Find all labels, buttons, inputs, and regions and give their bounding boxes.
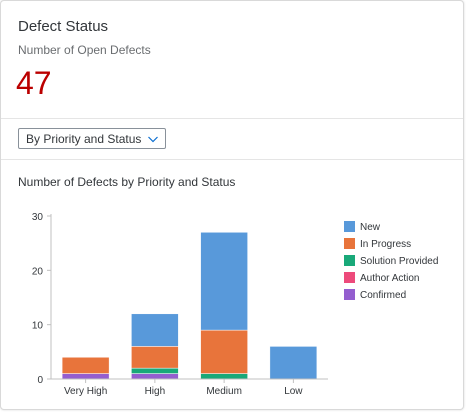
stacked-bar-chart: 0 10 20 30 Very High High Medium Low New In Pro…: [32, 212, 439, 397]
kpi-value: 47: [16, 65, 52, 101]
legend-swatch: [344, 255, 355, 266]
legend-label: Author Action: [360, 273, 419, 284]
y-tick-label: 20: [32, 266, 44, 277]
y-axis: 0 10 20 30: [32, 212, 52, 386]
y-tick-label: 10: [32, 321, 44, 332]
bar-segment[interactable]: [131, 346, 179, 369]
legend-label: Confirmed: [360, 290, 406, 301]
legend-swatch: [344, 238, 355, 249]
legend-label: New: [360, 222, 381, 233]
bars: [61, 232, 318, 380]
legend-item[interactable]: Author Action: [344, 272, 419, 284]
x-tick-label: Low: [284, 386, 303, 397]
card-title: Defect Status: [18, 18, 109, 35]
chevron-down-icon[interactable]: [147, 133, 159, 145]
legend-label: Solution Provided: [360, 256, 438, 267]
select-value: By Priority and Status: [26, 132, 142, 146]
legend-swatch: [344, 221, 355, 232]
defect-status-card[interactable]: Defect Status Number of Open Defects 47 …: [0, 0, 464, 410]
legend-item[interactable]: Solution Provided: [344, 255, 438, 267]
legend-item[interactable]: In Progress: [344, 238, 411, 250]
legend-item[interactable]: Confirmed: [344, 289, 406, 301]
legend: New In Progress Solution Provided Author Ac…: [344, 221, 438, 301]
filter-toolbar: By Priority and Status: [1, 119, 463, 160]
x-tick-label: High: [145, 386, 166, 397]
y-tick-label: 30: [32, 212, 44, 223]
legend-label: In Progress: [360, 239, 411, 250]
bar-segment[interactable]: [61, 357, 110, 374]
legend-item[interactable]: New: [344, 221, 381, 233]
bar-segment[interactable]: [200, 329, 248, 374]
bar-segment[interactable]: [200, 373, 248, 380]
bar-segment[interactable]: [269, 346, 318, 380]
legend-swatch: [344, 289, 355, 300]
chart-title: Number of Defects by Priority and Status: [18, 175, 236, 189]
bar-segment[interactable]: [200, 232, 248, 331]
y-tick-label: 0: [37, 375, 43, 386]
card-subtitle: Number of Open Defects: [18, 43, 151, 57]
x-tick-label: Medium: [206, 386, 242, 397]
bar-segment[interactable]: [131, 367, 179, 374]
x-axis: Very High High Medium Low: [51, 378, 328, 397]
bar-segment[interactable]: [131, 313, 179, 347]
legend-swatch: [344, 272, 355, 283]
x-tick-label: Very High: [64, 386, 107, 397]
bar-segment[interactable]: [61, 373, 110, 380]
card-header[interactable]: Defect Status Number of Open Defects 47: [1, 1, 463, 119]
bar-segment[interactable]: [131, 373, 179, 380]
priority-status-select[interactable]: By Priority and Status: [18, 128, 166, 149]
